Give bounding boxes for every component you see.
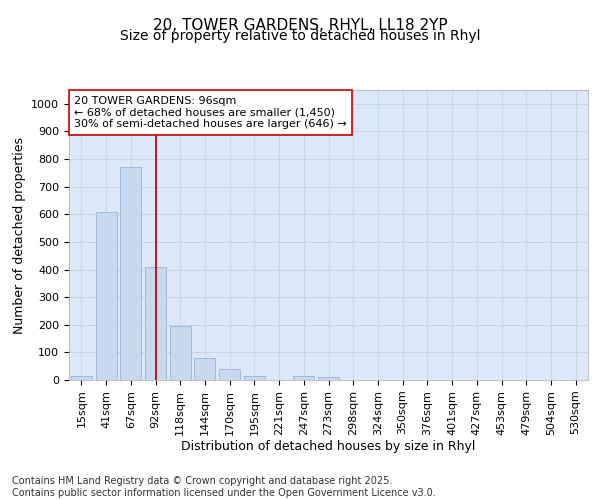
Bar <box>145 267 166 380</box>
Bar <box>219 369 240 380</box>
Bar <box>244 376 265 380</box>
Text: Contains HM Land Registry data © Crown copyright and database right 2025.
Contai: Contains HM Land Registry data © Crown c… <box>12 476 436 498</box>
Text: 20 TOWER GARDENS: 96sqm
← 68% of detached houses are smaller (1,450)
30% of semi: 20 TOWER GARDENS: 96sqm ← 68% of detache… <box>74 96 347 129</box>
Bar <box>170 326 191 380</box>
Bar <box>194 358 215 380</box>
Bar <box>120 168 141 380</box>
Bar <box>71 376 92 380</box>
Bar <box>318 377 339 380</box>
X-axis label: Distribution of detached houses by size in Rhyl: Distribution of detached houses by size … <box>181 440 476 454</box>
Bar <box>293 376 314 380</box>
Bar <box>95 212 116 380</box>
Y-axis label: Number of detached properties: Number of detached properties <box>13 136 26 334</box>
Text: 20, TOWER GARDENS, RHYL, LL18 2YP: 20, TOWER GARDENS, RHYL, LL18 2YP <box>152 18 448 32</box>
Text: Size of property relative to detached houses in Rhyl: Size of property relative to detached ho… <box>120 29 480 43</box>
